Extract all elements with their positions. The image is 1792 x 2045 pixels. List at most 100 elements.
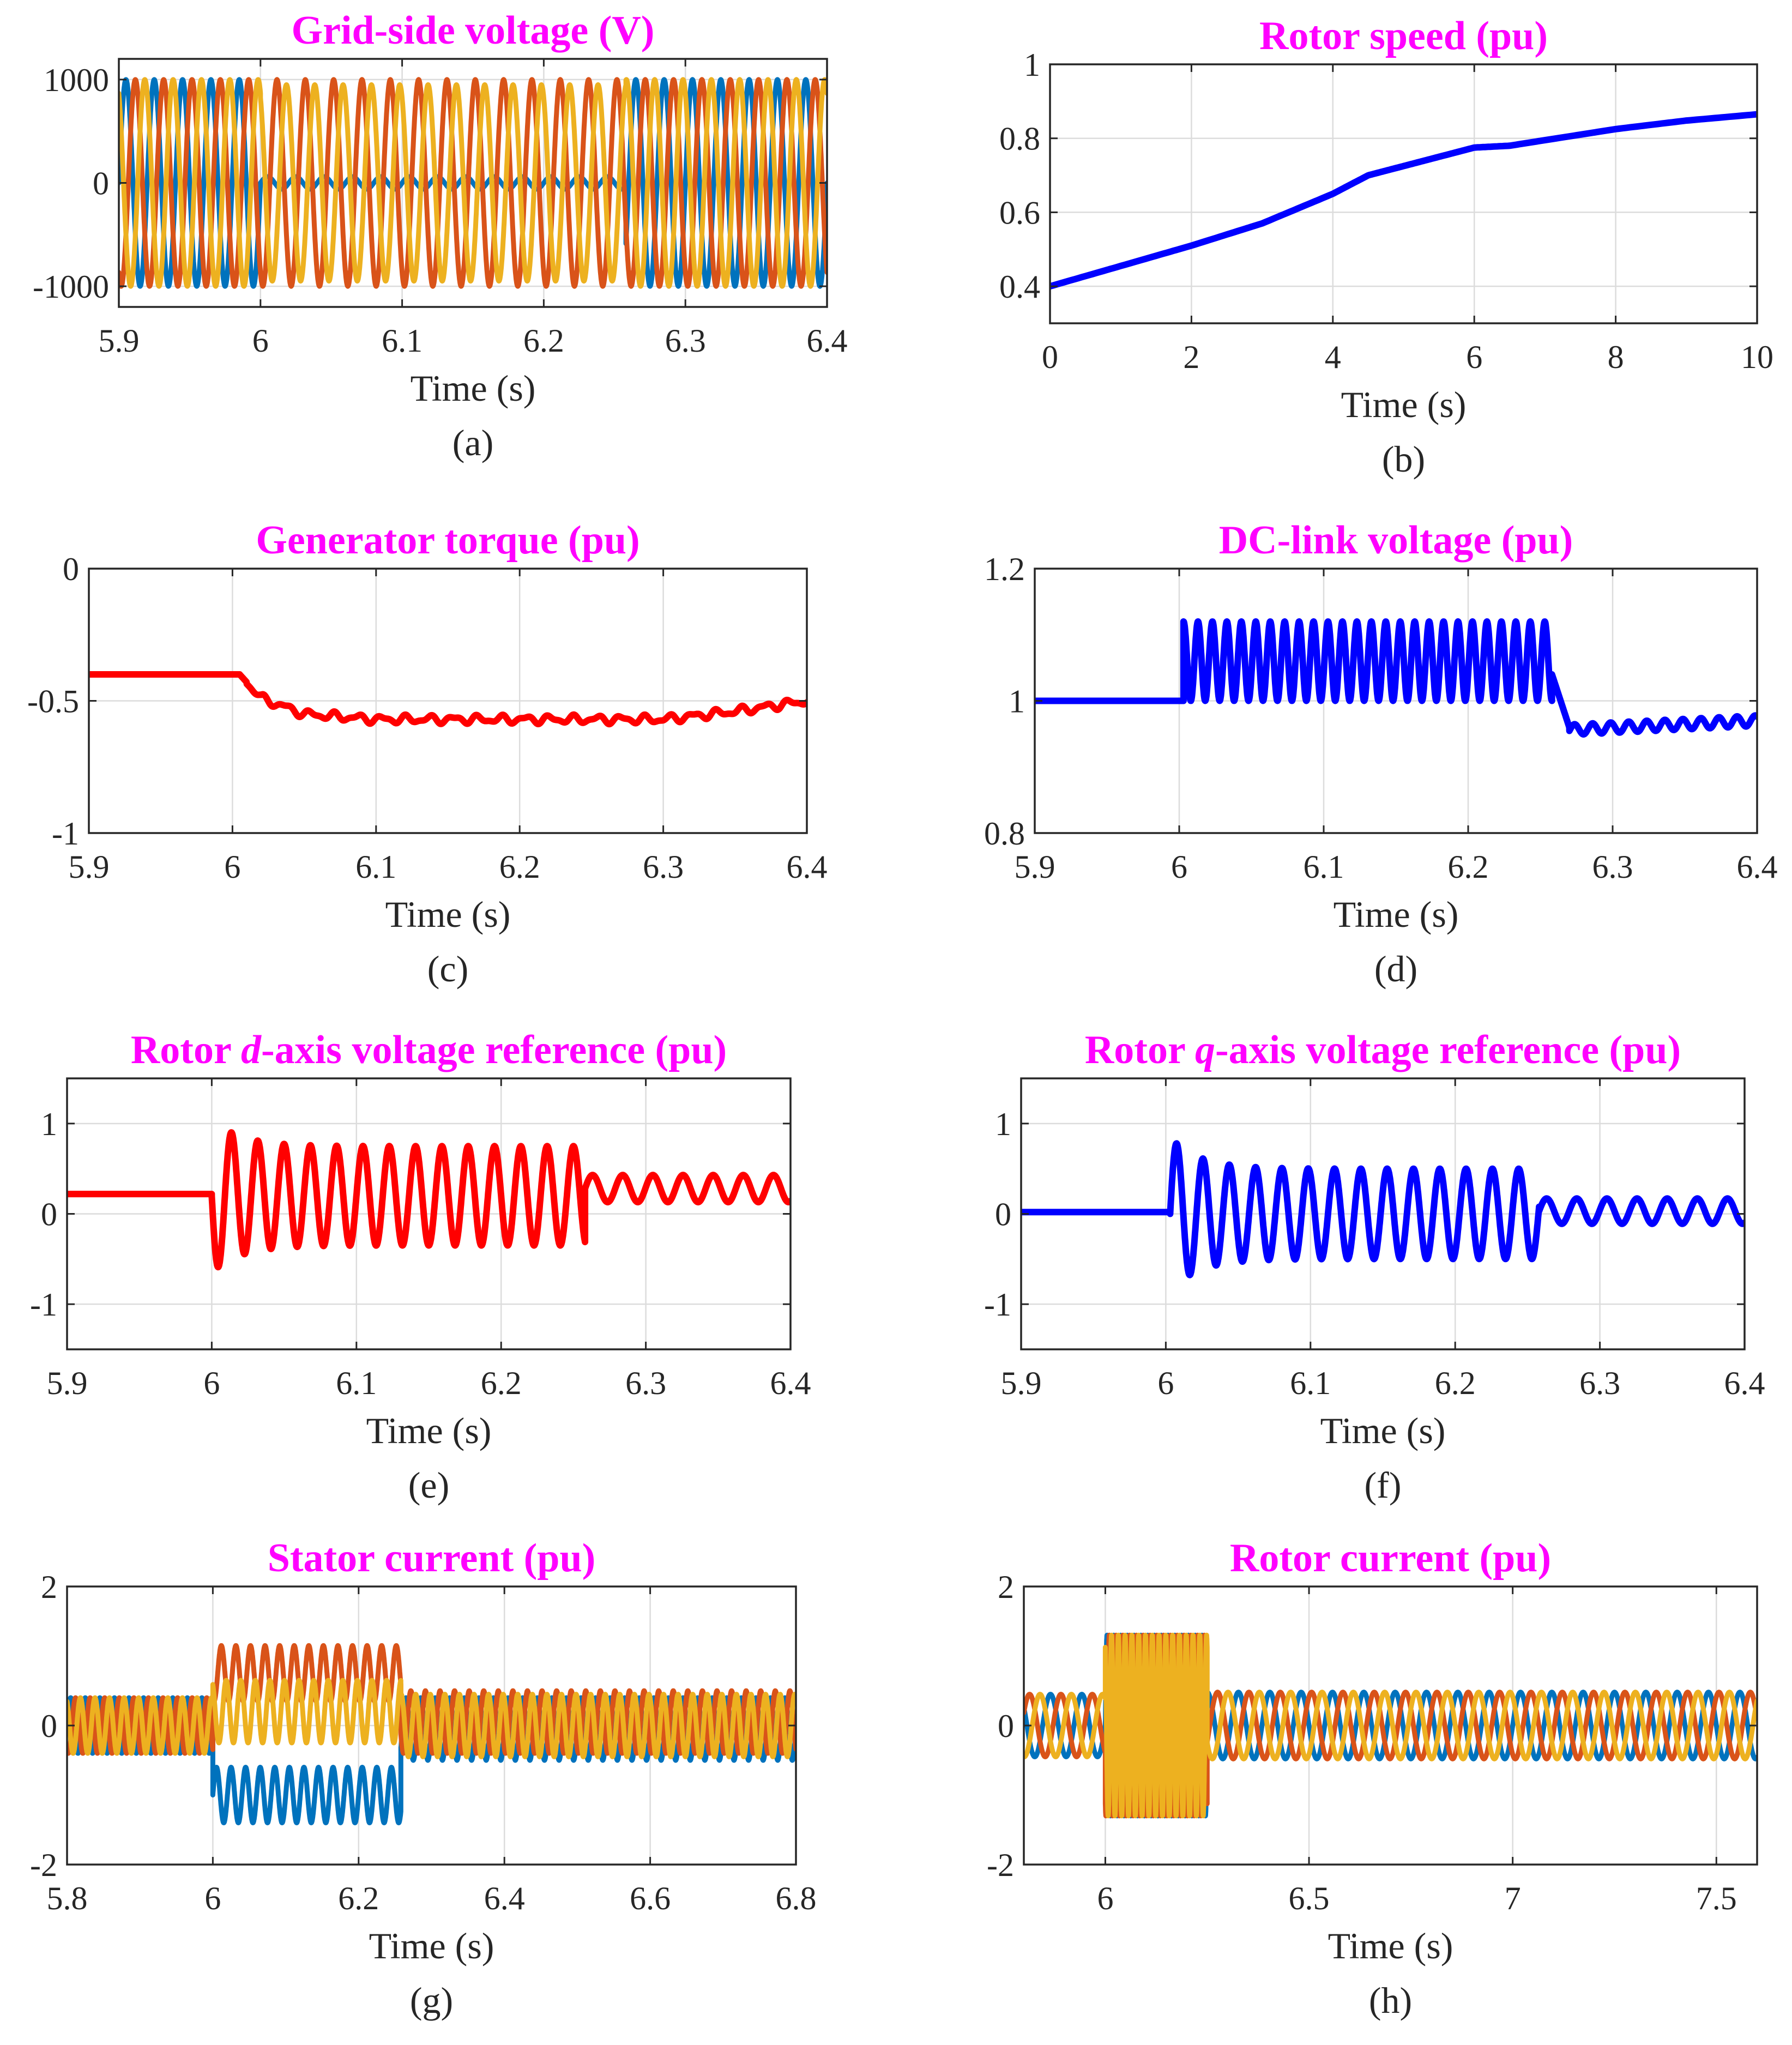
x-axis-label: Time (s) <box>1320 1410 1446 1451</box>
chart-title: Rotor speed (pu) <box>1259 14 1548 58</box>
y-tick-label: 0 <box>995 1197 1011 1233</box>
series-line-1 <box>1021 1140 1745 1278</box>
x-tick-label: 6.1 <box>355 849 396 885</box>
x-tick-label: 6.3 <box>1592 849 1633 885</box>
y-tick-label: -1 <box>30 1287 57 1323</box>
x-tick-label: 6.2 <box>481 1365 522 1401</box>
chart-title: Generator torque (pu) <box>256 518 639 563</box>
y-tick-label: -2 <box>30 1847 57 1883</box>
subplot-2: 0 2 4 6 8 10 0.4 0.6 0.8 1 Rotor speed (pu) Time (s… <box>999 14 1773 480</box>
x-tick-label: 7.5 <box>1696 1880 1737 1916</box>
x-axis-label: Time (s) <box>1328 1925 1453 1966</box>
chart-title: Stator current (pu) <box>268 1536 596 1580</box>
x-axis-label: Time (s) <box>1341 384 1467 425</box>
subplot-caption: (c) <box>427 948 468 990</box>
x-tick-label: 6.4 <box>807 323 848 359</box>
chart-title: Rotor d-axis voltage reference (pu) <box>131 1028 727 1072</box>
series-group <box>1035 618 1757 738</box>
y-tick-label: 1 <box>1009 684 1025 720</box>
y-tick-label: 0.6 <box>999 195 1040 231</box>
x-tick-label: 10 <box>1741 339 1773 375</box>
x-tick-label: 5.9 <box>47 1365 88 1401</box>
x-tick-label: 6 <box>1171 849 1187 885</box>
subplot-3: 5.9 6 6.1 6.2 6.3 6.4 -1 -0.5 0 Generator torque … <box>27 518 827 990</box>
subplot-5: 5.9 6 6.1 6.2 6.3 6.4 -1 0 1 Rotor d-axis voltage… <box>30 1028 811 1506</box>
chart-title: Rotor q-axis voltage reference (pu) <box>1085 1028 1681 1072</box>
x-tick-label: 6.4 <box>1724 1365 1765 1401</box>
y-tick-label: 1.2 <box>984 551 1025 587</box>
x-tick-label: 6 <box>204 1880 221 1916</box>
axes-frame <box>1049 63 1758 324</box>
y-tick-label: 0.8 <box>999 121 1040 157</box>
x-tick-label: 5.9 <box>1015 849 1055 885</box>
series-group <box>67 1643 796 1825</box>
x-tick-label: 6.4 <box>770 1365 811 1401</box>
y-tick-label: -0.5 <box>27 684 79 720</box>
series-group <box>1021 1140 1745 1278</box>
subplot-caption: (e) <box>408 1464 449 1506</box>
x-tick-label: 6 <box>1157 1365 1174 1401</box>
chart-title: Grid-side voltage (V) <box>292 8 655 53</box>
chart-title: Rotor current (pu) <box>1230 1536 1551 1580</box>
x-tick-label: 6.1 <box>1304 849 1344 885</box>
y-tick-label: -2 <box>987 1847 1014 1883</box>
subplot-caption: (f) <box>1365 1464 1402 1506</box>
y-tick-label: 2 <box>998 1569 1014 1605</box>
series-line-1 <box>1050 111 1757 290</box>
y-tick-label: 0 <box>41 1708 57 1744</box>
x-tick-label: 5.9 <box>69 849 110 885</box>
series-group <box>119 77 827 289</box>
x-tick-label: 6.3 <box>625 1365 666 1401</box>
subplot-caption: (h) <box>1369 1980 1412 2021</box>
x-tick-label: 5.9 <box>1001 1365 1042 1401</box>
x-tick-label: 6.3 <box>643 849 684 885</box>
subplot-caption: (a) <box>452 422 493 463</box>
x-tick-label: 7 <box>1505 1880 1521 1916</box>
y-tick-label: 0 <box>93 166 109 202</box>
x-tick-label: 6.4 <box>484 1880 525 1916</box>
subplot-caption: (d) <box>1374 948 1417 990</box>
series-line-1 <box>1035 618 1757 738</box>
x-tick-label: 5.8 <box>47 1880 88 1916</box>
y-tick-label: 0 <box>998 1708 1014 1744</box>
series-line-3 <box>119 77 827 289</box>
x-tick-label: 6.1 <box>382 323 423 359</box>
y-tick-label: 2 <box>41 1569 57 1605</box>
x-tick-label: 6.4 <box>1737 849 1778 885</box>
series-line-3 <box>1024 1632 1757 1819</box>
x-tick-label: 6.6 <box>630 1880 671 1916</box>
y-tick-label: 0.8 <box>984 816 1025 852</box>
x-tick-label: 6 <box>203 1365 220 1401</box>
subplot-7: 5.8 6 6.2 6.4 6.6 6.8 -2 0 2 Stator current (pu) T… <box>30 1536 816 2021</box>
subplot-caption: (g) <box>410 1980 453 2021</box>
subplot-6: 5.9 6 6.1 6.2 6.3 6.4 -1 0 1 Rotor q-axis voltage… <box>984 1028 1765 1506</box>
series-line-2 <box>67 1643 796 1756</box>
series-line-1 <box>67 1129 791 1271</box>
subplot-8: 6 6.5 7 7.5 -2 0 2 Rotor current (pu) Time (s) (h… <box>987 1536 1758 2021</box>
chart-title: DC-link voltage (pu) <box>1219 518 1573 563</box>
x-axis-label: Time (s) <box>385 894 511 935</box>
subplot-4: 5.9 6 6.1 6.2 6.3 6.4 0.8 1 1.2 DC-link voltage (… <box>984 518 1778 990</box>
x-tick-label: 6.2 <box>338 1880 379 1916</box>
y-tick-label: 0 <box>41 1197 57 1233</box>
x-tick-label: 6.5 <box>1289 1880 1330 1916</box>
x-tick-label: 4 <box>1325 339 1341 375</box>
y-tick-label: -1 <box>984 1287 1011 1323</box>
x-tick-label: 6.1 <box>336 1365 377 1401</box>
series-line-1 <box>89 671 807 728</box>
series-group <box>67 1129 791 1271</box>
subplot-caption: (b) <box>1382 438 1425 480</box>
y-tick-label: -1 <box>52 816 79 852</box>
x-axis-label: Time (s) <box>411 367 536 409</box>
y-tick-label: 0 <box>63 551 79 587</box>
series-group <box>1024 1632 1757 1819</box>
y-tick-label: 0.4 <box>999 269 1040 305</box>
x-tick-label: 6 <box>1097 1880 1113 1916</box>
x-tick-label: 6 <box>1466 339 1482 375</box>
x-tick-label: 6 <box>252 323 269 359</box>
series-group <box>89 671 807 728</box>
x-tick-label: 6 <box>224 849 240 885</box>
x-axis-label: Time (s) <box>369 1925 494 1966</box>
x-axis-label: Time (s) <box>1334 894 1459 935</box>
